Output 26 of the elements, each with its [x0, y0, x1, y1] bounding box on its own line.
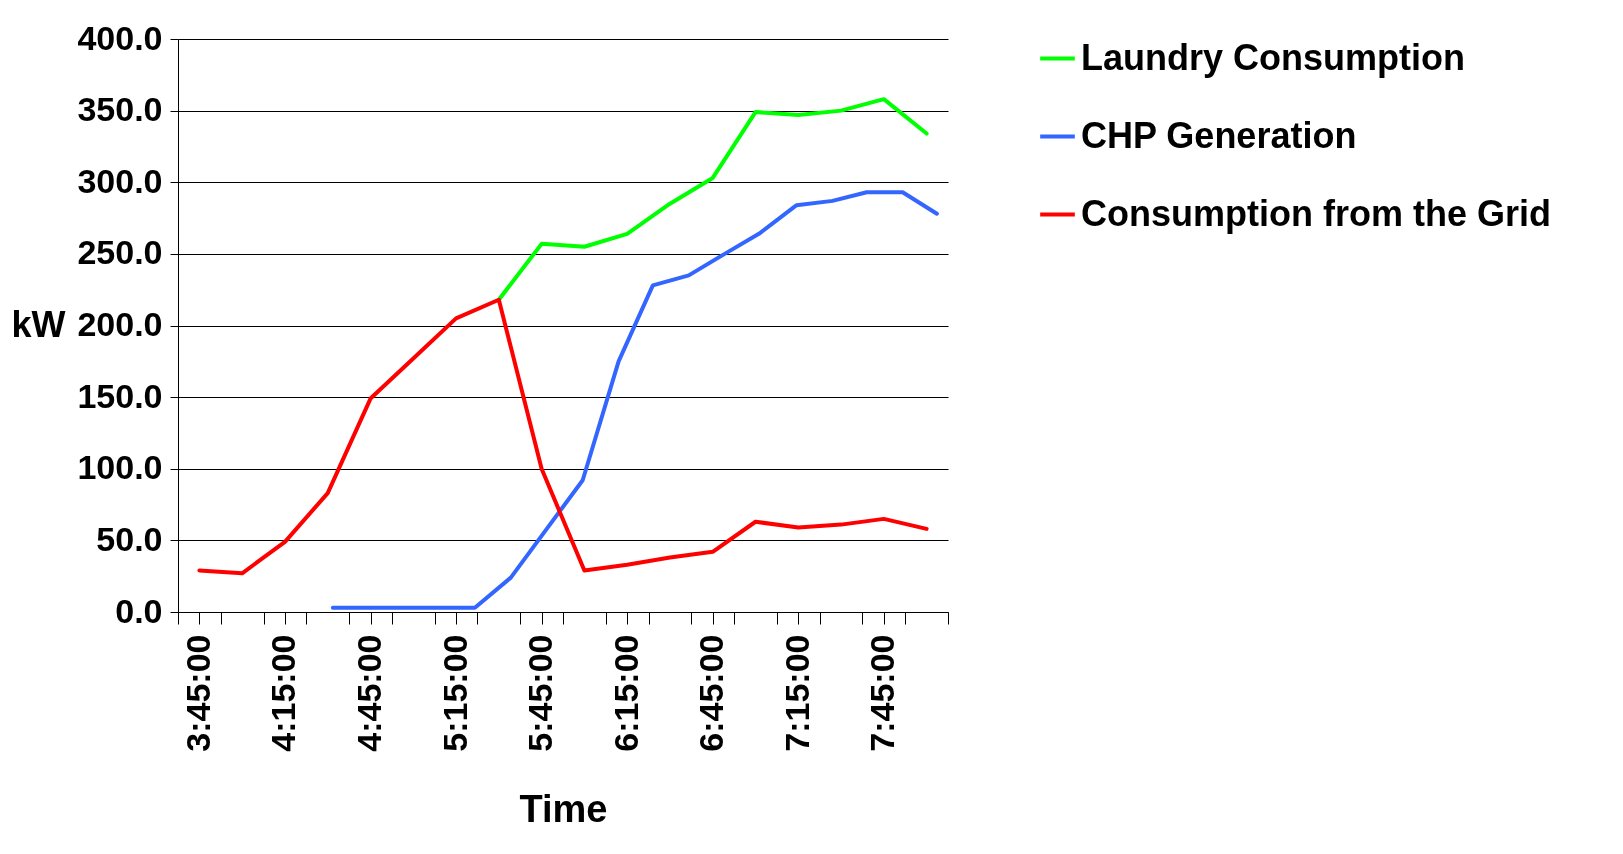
line-series [496, 97, 929, 302]
x-tick-label: 7:15:00 [777, 634, 816, 752]
x-tick-label: 3:45:00 [178, 634, 217, 752]
y-tick-label: 0.0 [115, 591, 163, 630]
y-tick-label: 400.0 [77, 18, 163, 57]
y-axis-title: kW [11, 304, 66, 345]
x-tick-label: 5:15:00 [435, 634, 474, 752]
legend-label: Laundry Consumption [1081, 36, 1465, 78]
legend-label: Consumption from the Grid [1081, 192, 1551, 234]
y-tick-label: 50.0 [96, 519, 163, 558]
y-tick-label: 200.0 [77, 305, 163, 343]
y-tick-label: 250.0 [77, 233, 163, 272]
line-series [197, 297, 929, 576]
x-axis-title: Time [519, 787, 608, 830]
x-tick-label: 4:45:00 [350, 634, 388, 752]
y-tick-label: 150.0 [77, 376, 163, 415]
x-tick-label: 5:45:00 [521, 634, 560, 752]
line-series [330, 190, 939, 610]
x-tick-label: 6:45:00 [692, 634, 731, 752]
y-tick-label: 350.0 [77, 90, 163, 129]
x-tick-label: 6:15:00 [606, 634, 645, 752]
y-tick-label: 300.0 [77, 161, 163, 200]
x-tick-label: 7:45:00 [863, 634, 902, 752]
legend-label: CHP Generation [1081, 114, 1357, 156]
y-tick-label: 100.0 [77, 448, 163, 487]
x-tick-label: 4:15:00 [264, 634, 303, 752]
